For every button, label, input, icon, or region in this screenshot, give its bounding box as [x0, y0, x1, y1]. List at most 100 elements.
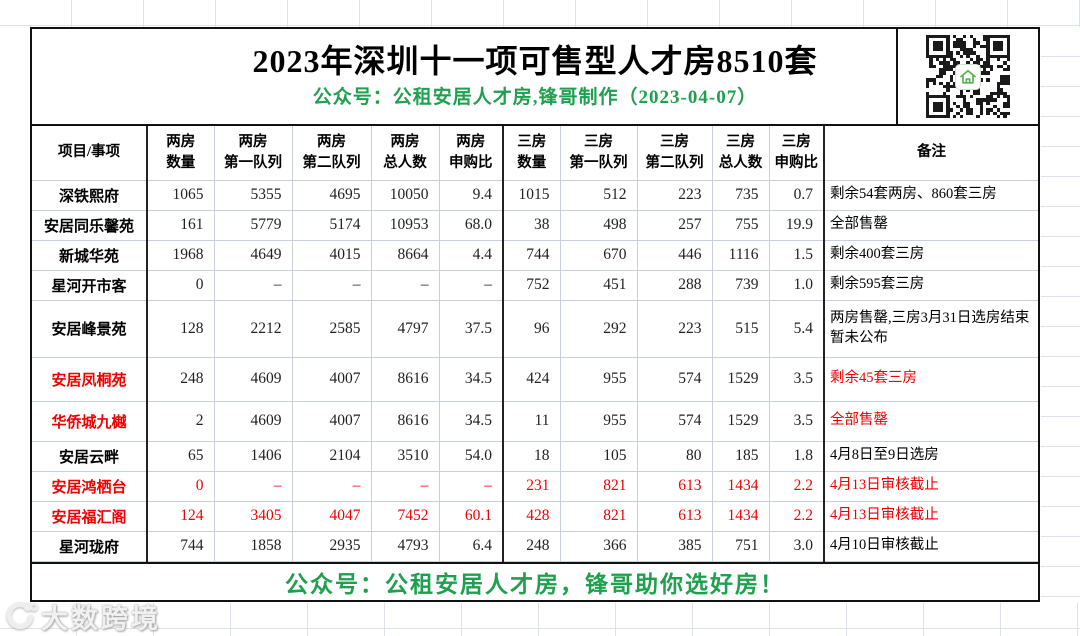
value-cell[interactable]: 5355: [214, 180, 293, 211]
column-header-3[interactable]: 两房 第二队列: [292, 126, 372, 181]
value-cell[interactable]: 11: [503, 401, 561, 442]
value-cell[interactable]: 37.5: [439, 300, 504, 358]
value-cell[interactable]: 4609: [214, 357, 293, 402]
value-cell[interactable]: –: [439, 471, 504, 502]
value-cell[interactable]: 4015: [292, 240, 372, 271]
value-cell[interactable]: 735: [712, 180, 770, 211]
value-cell[interactable]: 8664: [371, 240, 440, 271]
value-cell[interactable]: 257: [637, 210, 713, 241]
remark-cell[interactable]: 剩余45套三房: [824, 357, 1038, 402]
value-cell[interactable]: 3.0: [769, 531, 825, 562]
value-cell[interactable]: 6.4: [439, 531, 504, 562]
remark-cell[interactable]: 4月8日至9日选房: [824, 441, 1038, 472]
column-header-4[interactable]: 两房 总人数: [371, 126, 440, 181]
value-cell[interactable]: 5174: [292, 210, 372, 241]
value-cell[interactable]: 8616: [371, 357, 440, 402]
value-cell[interactable]: 105: [560, 441, 638, 472]
value-cell[interactable]: 4007: [292, 357, 372, 402]
remark-cell[interactable]: 4月13日审核截止: [824, 501, 1038, 532]
value-cell[interactable]: 613: [637, 501, 713, 532]
value-cell[interactable]: 223: [637, 180, 713, 211]
value-cell[interactable]: 0.7: [769, 180, 825, 211]
project-name-cell[interactable]: 星河珑府: [32, 531, 148, 562]
value-cell[interactable]: 1015: [503, 180, 561, 211]
value-cell[interactable]: 18: [503, 441, 561, 472]
project-name-cell[interactable]: 深铁熙府: [32, 180, 148, 211]
value-cell[interactable]: 1529: [712, 401, 770, 442]
column-header-1[interactable]: 两房 数量: [147, 126, 215, 181]
value-cell[interactable]: 2212: [214, 300, 293, 358]
value-cell[interactable]: 4007: [292, 401, 372, 442]
remark-cell[interactable]: 剩余595套三房: [824, 270, 1038, 301]
value-cell[interactable]: 424: [503, 357, 561, 402]
column-header-10[interactable]: 三房 申购比: [769, 126, 825, 181]
project-name-cell[interactable]: 安居云畔: [32, 441, 148, 472]
value-cell[interactable]: –: [371, 270, 440, 301]
project-name-cell[interactable]: 安居福汇阁: [32, 501, 148, 532]
value-cell[interactable]: –: [371, 471, 440, 502]
value-cell[interactable]: 955: [560, 401, 638, 442]
value-cell[interactable]: 2.2: [769, 471, 825, 502]
value-cell[interactable]: 1968: [147, 240, 215, 271]
value-cell[interactable]: 2.2: [769, 501, 825, 532]
value-cell[interactable]: 7452: [371, 501, 440, 532]
value-cell[interactable]: 4793: [371, 531, 440, 562]
value-cell[interactable]: 1.8: [769, 441, 825, 472]
value-cell[interactable]: 446: [637, 240, 713, 271]
value-cell[interactable]: 19.9: [769, 210, 825, 241]
value-cell[interactable]: –: [292, 471, 372, 502]
value-cell[interactable]: 1406: [214, 441, 293, 472]
value-cell[interactable]: 68.0: [439, 210, 504, 241]
column-header-9[interactable]: 三房 总人数: [712, 126, 770, 181]
remark-cell[interactable]: 两房售罄,三房3月31日选房结束暂未公布: [824, 300, 1038, 358]
remark-cell[interactable]: 4月13日审核截止: [824, 471, 1038, 502]
remark-cell[interactable]: 4月10日审核截止: [824, 531, 1038, 562]
value-cell[interactable]: 34.5: [439, 401, 504, 442]
value-cell[interactable]: 385: [637, 531, 713, 562]
column-header-8[interactable]: 三房 第二队列: [637, 126, 713, 181]
value-cell[interactable]: 451: [560, 270, 638, 301]
value-cell[interactable]: 288: [637, 270, 713, 301]
value-cell[interactable]: 248: [147, 357, 215, 402]
value-cell[interactable]: 10953: [371, 210, 440, 241]
value-cell[interactable]: 752: [503, 270, 561, 301]
value-cell[interactable]: 739: [712, 270, 770, 301]
value-cell[interactable]: 4695: [292, 180, 372, 211]
value-cell[interactable]: 124: [147, 501, 215, 532]
value-cell[interactable]: 292: [560, 300, 638, 358]
value-cell[interactable]: 5779: [214, 210, 293, 241]
value-cell[interactable]: 34.5: [439, 357, 504, 402]
project-name-cell[interactable]: 安居凤桐苑: [32, 357, 148, 402]
value-cell[interactable]: 744: [147, 531, 215, 562]
value-cell[interactable]: 498: [560, 210, 638, 241]
value-cell[interactable]: 4649: [214, 240, 293, 271]
value-cell[interactable]: 1434: [712, 501, 770, 532]
value-cell[interactable]: 2585: [292, 300, 372, 358]
value-cell[interactable]: 96: [503, 300, 561, 358]
value-cell[interactable]: 428: [503, 501, 561, 532]
value-cell[interactable]: 4609: [214, 401, 293, 442]
value-cell[interactable]: 9.4: [439, 180, 504, 211]
value-cell[interactable]: 574: [637, 357, 713, 402]
value-cell[interactable]: 366: [560, 531, 638, 562]
value-cell[interactable]: 512: [560, 180, 638, 211]
value-cell[interactable]: 8616: [371, 401, 440, 442]
value-cell[interactable]: 4.4: [439, 240, 504, 271]
remark-cell[interactable]: 剩余400套三房: [824, 240, 1038, 271]
value-cell[interactable]: 3.5: [769, 401, 825, 442]
column-header-11[interactable]: 备注: [824, 126, 1038, 181]
value-cell[interactable]: 2104: [292, 441, 372, 472]
value-cell[interactable]: 3510: [371, 441, 440, 472]
value-cell[interactable]: 10050: [371, 180, 440, 211]
column-header-0[interactable]: 项目/事项: [32, 126, 148, 181]
value-cell[interactable]: –: [439, 270, 504, 301]
value-cell[interactable]: 2935: [292, 531, 372, 562]
value-cell[interactable]: 223: [637, 300, 713, 358]
project-name-cell[interactable]: 安居同乐馨苑: [32, 210, 148, 241]
project-name-cell[interactable]: 安居峰景苑: [32, 300, 148, 358]
column-header-2[interactable]: 两房 第一队列: [214, 126, 293, 181]
value-cell[interactable]: 2: [147, 401, 215, 442]
value-cell[interactable]: –: [292, 270, 372, 301]
value-cell[interactable]: 128: [147, 300, 215, 358]
value-cell[interactable]: 38: [503, 210, 561, 241]
